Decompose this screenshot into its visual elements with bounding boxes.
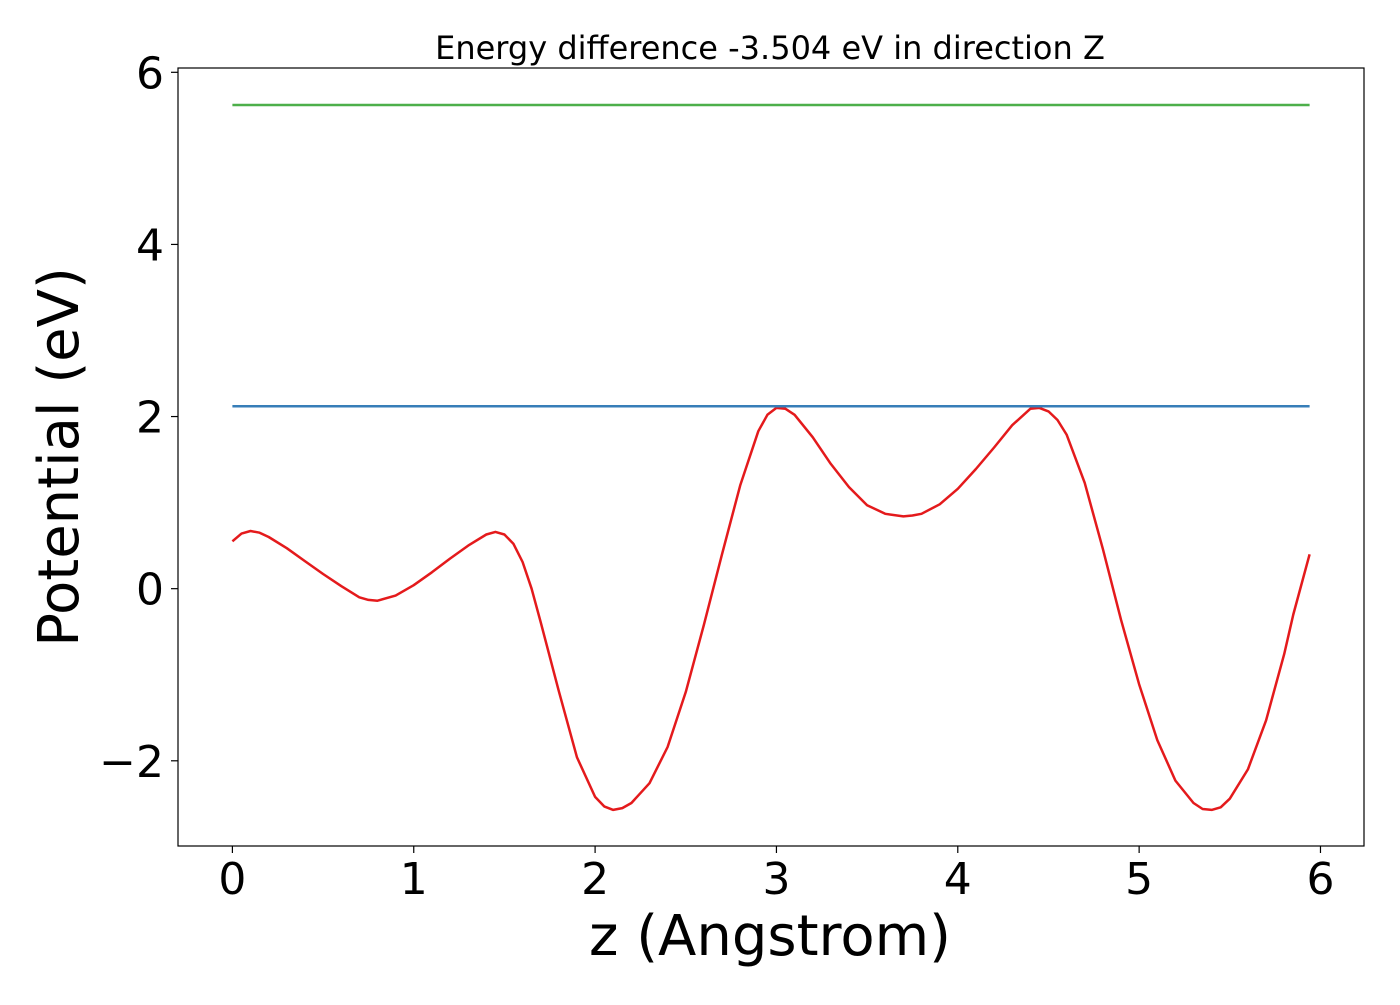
x-tick-label: 2 — [581, 854, 609, 905]
x-axis-label: z (Angstrom) — [589, 904, 951, 969]
plot-lines — [231, 103, 1311, 812]
chart-title: Energy difference -3.504 eV in direction… — [435, 29, 1105, 67]
y-tick-label: 4 — [136, 220, 164, 271]
x-tick-label: 0 — [218, 854, 246, 905]
y-axis-label: Potential (eV) — [27, 267, 92, 647]
x-tick-label: 1 — [400, 854, 428, 905]
y-axis-ticks: −2 0 2 4 6 — [99, 48, 178, 788]
y-tick-label: 6 — [136, 48, 164, 99]
x-tick-label: 4 — [944, 854, 972, 905]
y-tick-label: −2 — [99, 737, 164, 788]
x-tick-label: 5 — [1125, 854, 1153, 905]
x-tick-label: 3 — [762, 854, 790, 905]
y-tick-label: 0 — [136, 565, 164, 616]
y-tick-label: 2 — [136, 393, 164, 444]
series-line-1 — [231, 406, 1311, 812]
plot-frame — [177, 67, 1365, 847]
x-tick-label: 6 — [1306, 854, 1334, 905]
x-axis-ticks: 0 1 2 3 4 5 6 — [218, 846, 1334, 905]
